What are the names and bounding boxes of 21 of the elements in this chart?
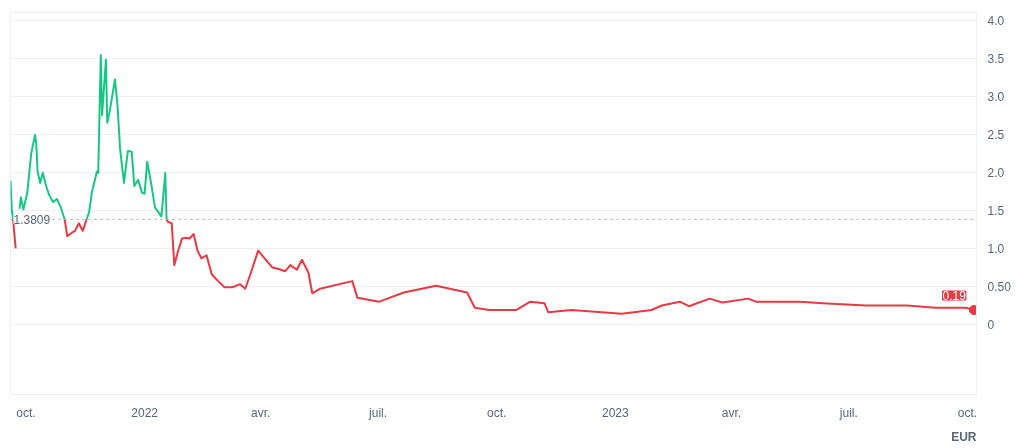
- x-tick-label: avr.: [251, 405, 271, 420]
- y-tick-label: 1.0: [987, 241, 1005, 256]
- x-tick-label: 2023: [602, 405, 630, 420]
- ref-line-label: 1.3809: [13, 212, 51, 227]
- x-tick-label: oct.: [16, 405, 36, 420]
- y-tick-label: 4.0: [987, 13, 1005, 28]
- y-tick-label: 0: [987, 317, 995, 332]
- y-tick-label: 3.5: [987, 51, 1005, 66]
- y-tick-label: 2.0: [987, 165, 1005, 180]
- y-tick-label: 2.5: [987, 127, 1005, 142]
- y-tick-label: 1.5: [987, 203, 1005, 218]
- x-tick-label: avr.: [721, 405, 742, 420]
- x-tick-label: 2022: [131, 405, 159, 420]
- x-tick-label: oct.: [487, 405, 507, 420]
- annotation: 0.19: [942, 289, 967, 304]
- x-tick-label: juil.: [838, 405, 858, 420]
- text: EUR: [951, 429, 977, 444]
- y-tick-label: 3.0: [987, 89, 1005, 104]
- y-tick-label: 0.50: [987, 279, 1012, 294]
- x-tick-label: oct.: [957, 405, 978, 420]
- x-tick-label: juil.: [368, 405, 388, 420]
